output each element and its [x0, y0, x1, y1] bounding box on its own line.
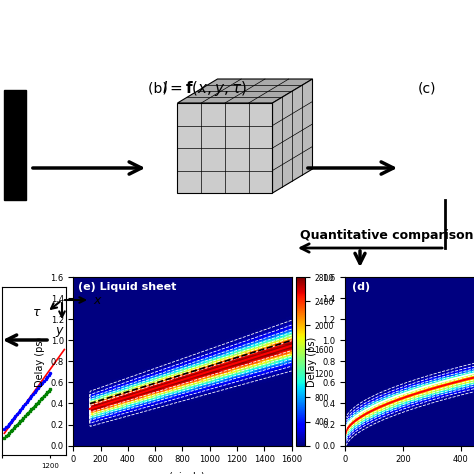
Polygon shape: [273, 79, 312, 193]
Text: (e) Liquid sheet: (e) Liquid sheet: [78, 283, 176, 292]
Text: $x$: $x$: [93, 293, 103, 307]
Text: $I = \mathbf{f}(x, y, \tau)$: $I = \mathbf{f}(x, y, \tau)$: [162, 79, 247, 98]
Text: (d): (d): [352, 283, 370, 292]
Text: $y$: $y$: [55, 325, 65, 339]
Y-axis label: Delay (ps): Delay (ps): [307, 336, 317, 387]
Bar: [4, 90, 26, 200]
Y-axis label: Delay (ps): Delay (ps): [35, 336, 45, 387]
X-axis label: $x$ (pixels): $x$ (pixels): [159, 470, 206, 474]
Text: (c): (c): [418, 81, 437, 95]
Polygon shape: [177, 103, 273, 193]
Text: Quantitative comparison: Quantitative comparison: [300, 228, 474, 241]
Text: $\tau$: $\tau$: [32, 306, 42, 319]
Text: (b): (b): [148, 81, 172, 95]
Polygon shape: [177, 79, 312, 103]
